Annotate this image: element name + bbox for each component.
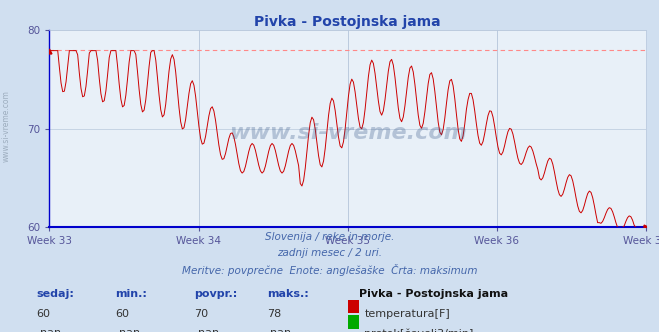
- Text: 60: 60: [115, 309, 129, 319]
- Text: Pivka - Postojnska jama: Pivka - Postojnska jama: [359, 289, 508, 299]
- Text: 78: 78: [267, 309, 281, 319]
- Text: Slovenija / reke in morje.: Slovenija / reke in morje.: [265, 232, 394, 242]
- Text: -nan: -nan: [115, 328, 140, 332]
- Text: -nan: -nan: [36, 328, 61, 332]
- Text: -nan: -nan: [194, 328, 219, 332]
- Text: -nan: -nan: [267, 328, 292, 332]
- Text: min.:: min.:: [115, 289, 147, 299]
- Text: 70: 70: [194, 309, 208, 319]
- Text: Meritve: povprečne  Enote: anglešaške  Črta: maksimum: Meritve: povprečne Enote: anglešaške Črt…: [182, 264, 477, 276]
- Text: www.si-vreme.com: www.si-vreme.com: [2, 90, 11, 162]
- Text: povpr.:: povpr.:: [194, 289, 238, 299]
- Text: temperatura[F]: temperatura[F]: [364, 309, 450, 319]
- Text: www.si-vreme.com: www.si-vreme.com: [229, 123, 467, 143]
- Text: maks.:: maks.:: [267, 289, 308, 299]
- Text: pretok[čevelj3/min]: pretok[čevelj3/min]: [364, 328, 474, 332]
- Text: 60: 60: [36, 309, 50, 319]
- Text: zadnji mesec / 2 uri.: zadnji mesec / 2 uri.: [277, 248, 382, 258]
- Title: Pivka - Postojnska jama: Pivka - Postojnska jama: [254, 15, 441, 29]
- Text: sedaj:: sedaj:: [36, 289, 74, 299]
